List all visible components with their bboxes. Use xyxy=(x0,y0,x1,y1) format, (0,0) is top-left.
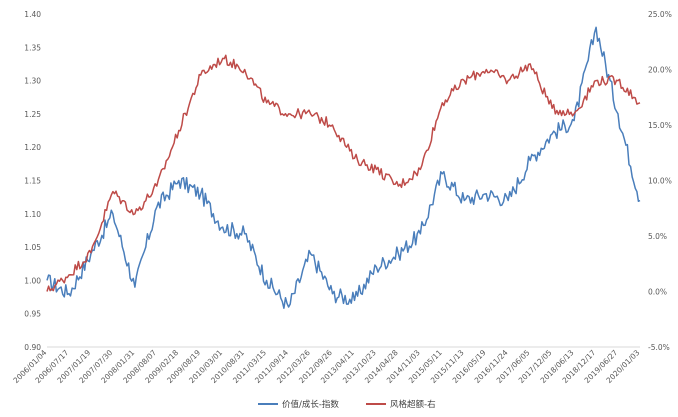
left-tick-label-5: 1.15 xyxy=(24,177,41,186)
left-tick-label-8: 1.30 xyxy=(24,77,41,86)
left-tick-label-4: 1.10 xyxy=(24,210,41,219)
left-tick-label-10: 1.40 xyxy=(24,10,41,19)
left-tick-label-6: 1.20 xyxy=(24,143,41,152)
right-tick-label-4: 15.0% xyxy=(648,121,672,130)
right-y-axis: -5.0% 0.0% 5.0% 10.0% 15.0% 20.0% 25.0% xyxy=(648,10,672,352)
left-tick-label-0: 0.90 xyxy=(24,343,41,352)
left-y-axis: 0.90 0.95 1.00 1.05 1.10 1.15 1.20 1.25 1.30 1.35… xyxy=(24,10,41,352)
right-tick-label-0: -5.0% xyxy=(648,343,670,352)
right-tick-label-2: 5.0% xyxy=(648,232,667,241)
left-tick-label-2: 1.00 xyxy=(24,276,41,285)
series-line-0 xyxy=(46,26,641,309)
left-tick-label-7: 1.25 xyxy=(24,110,41,119)
plot-area xyxy=(46,26,641,309)
series-line-1 xyxy=(46,54,641,292)
right-tick-label-5: 20.0% xyxy=(648,66,672,75)
left-tick-label-9: 1.35 xyxy=(24,43,41,52)
legend-label-0: 价值/成长-指数 xyxy=(282,399,339,410)
right-tick-label-3: 10.0% xyxy=(648,177,672,186)
left-tick-label-1: 0.95 xyxy=(24,310,41,319)
legend-label-1: 风格超额-右 xyxy=(390,399,436,410)
right-tick-label-6: 25.0% xyxy=(648,10,672,19)
x-axis: 2006/01/042006/07/172007/01/192007/07/30… xyxy=(11,346,642,385)
right-tick-label-1: 0.0% xyxy=(648,288,667,297)
legend: 价值/成长-指数 风格超额-右 xyxy=(258,399,436,410)
left-tick-label-3: 1.05 xyxy=(24,243,41,252)
